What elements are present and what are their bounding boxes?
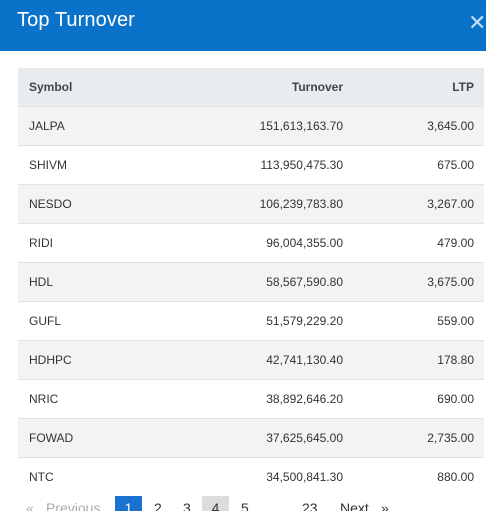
column-header-ltp[interactable]: LTP xyxy=(452,79,474,94)
cell-ltp: 675.00 xyxy=(437,157,474,172)
first-page-link[interactable]: « xyxy=(26,500,34,511)
table-row: HDHPC 42,741,130.40 178.80 xyxy=(18,340,484,379)
cell-ltp: 3,645.00 xyxy=(427,118,474,133)
previous-page-link[interactable]: Previous xyxy=(46,500,101,511)
cell-symbol: GUFL xyxy=(29,313,62,328)
turnover-table: Symbol Turnover LTP JALPA 151,613,163.70… xyxy=(18,68,484,496)
cell-turnover: 96,004,355.00 xyxy=(266,235,343,250)
cell-ltp: 178.80 xyxy=(437,352,474,367)
cell-turnover: 38,892,646.20 xyxy=(266,391,343,406)
turnover-table-container: Symbol Turnover LTP JALPA 151,613,163.70… xyxy=(18,68,484,496)
cell-turnover: 113,950,475.30 xyxy=(260,157,343,172)
table-row: NESDO 106,239,783.80 3,267.00 xyxy=(18,184,484,223)
cell-symbol: FOWAD xyxy=(29,430,74,445)
page-link-4[interactable]: 4 xyxy=(202,496,229,511)
next-page-link[interactable]: Next xyxy=(340,500,369,511)
cell-turnover: 151,613,163.70 xyxy=(259,118,343,133)
cell-turnover: 37,625,645.00 xyxy=(266,430,343,445)
cell-turnover: 42,741,130.40 xyxy=(266,352,343,367)
cell-symbol: RIDI xyxy=(29,235,53,250)
cell-ltp: 3,267.00 xyxy=(427,196,474,211)
cell-turnover: 51,579,229.20 xyxy=(266,313,343,328)
cell-ltp: 479.00 xyxy=(437,235,474,250)
table-row: RIDI 96,004,355.00 479.00 xyxy=(18,223,484,262)
cell-ltp: 2,735.00 xyxy=(427,430,474,445)
cell-symbol: NESDO xyxy=(29,196,72,211)
cell-ltp: 559.00 xyxy=(437,313,474,328)
page-link-3[interactable]: 3 xyxy=(183,500,191,511)
table-row: GUFL 51,579,229.20 559.00 xyxy=(18,301,484,340)
last-page-link[interactable]: » xyxy=(381,500,389,511)
column-header-turnover[interactable]: Turnover xyxy=(291,79,343,94)
page-link-1[interactable]: 1 xyxy=(115,496,142,511)
table-row: JALPA 151,613,163.70 3,645.00 xyxy=(18,106,484,145)
cell-symbol: NTC xyxy=(29,469,54,484)
table-row: NRIC 38,892,646.20 690.00 xyxy=(18,379,484,418)
cell-turnover: 58,567,590.80 xyxy=(266,274,343,289)
cell-symbol: NRIC xyxy=(29,391,59,406)
column-header-symbol[interactable]: Symbol xyxy=(29,79,73,94)
cell-turnover: 106,239,783.80 xyxy=(259,196,343,211)
cell-ltp: 690.00 xyxy=(437,391,474,406)
cell-symbol: HDL xyxy=(29,274,54,289)
pagination: « Previous 1 2 3 4 5 23 Next » xyxy=(18,496,486,511)
table-row: HDL 58,567,590.80 3,675.00 xyxy=(18,262,484,301)
cell-symbol: HDHPC xyxy=(29,352,72,367)
table-row: NTC 34,500,841.30 880.00 xyxy=(18,457,484,496)
page-link-5[interactable]: 5 xyxy=(241,500,249,511)
modal-header: Top Turnover ✕ xyxy=(0,0,486,51)
cell-symbol: SHIVM xyxy=(29,157,68,172)
page-link-2[interactable]: 2 xyxy=(154,500,162,511)
cell-ltp: 3,675.00 xyxy=(427,274,474,289)
cell-ltp: 880.00 xyxy=(437,469,474,484)
cell-turnover: 34,500,841.30 xyxy=(266,469,343,484)
close-icon[interactable]: ✕ xyxy=(468,12,486,34)
table-header-row: Symbol Turnover LTP xyxy=(18,68,484,106)
table-row: SHIVM 113,950,475.30 675.00 xyxy=(18,145,484,184)
cell-symbol: JALPA xyxy=(29,118,65,133)
table-row: FOWAD 37,625,645.00 2,735.00 xyxy=(18,418,484,457)
modal-title: Top Turnover xyxy=(17,9,135,31)
page-link-last[interactable]: 23 xyxy=(302,500,318,511)
